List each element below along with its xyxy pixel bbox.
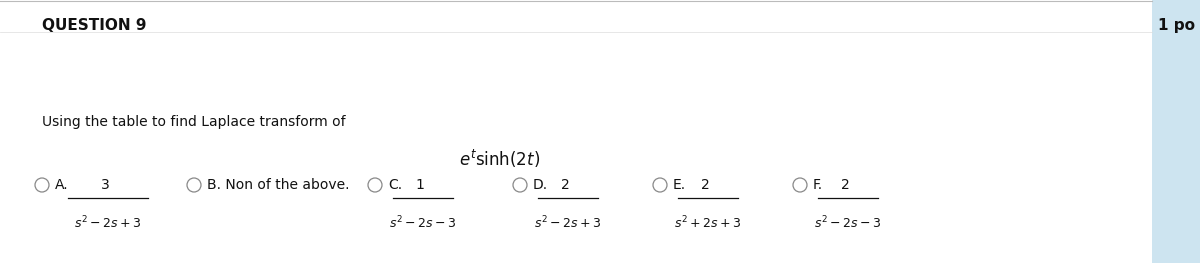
Text: 1: 1 bbox=[415, 178, 425, 192]
Text: 2: 2 bbox=[560, 178, 569, 192]
Text: $s^2-2s+3$: $s^2-2s+3$ bbox=[74, 215, 142, 232]
Bar bbox=[1152, 0, 1200, 263]
Text: 2: 2 bbox=[701, 178, 709, 192]
Text: C.: C. bbox=[388, 178, 402, 192]
Text: $s^2-2s-3$: $s^2-2s-3$ bbox=[815, 215, 882, 232]
Text: $s^2-2s-3$: $s^2-2s-3$ bbox=[390, 215, 456, 232]
Text: Using the table to find Laplace transform of: Using the table to find Laplace transfor… bbox=[42, 115, 346, 129]
Text: 2: 2 bbox=[841, 178, 850, 192]
Text: QUESTION 9: QUESTION 9 bbox=[42, 18, 146, 33]
Text: 3: 3 bbox=[101, 178, 109, 192]
Text: D.: D. bbox=[533, 178, 548, 192]
Text: 1 po: 1 po bbox=[1158, 18, 1194, 33]
Text: A.: A. bbox=[55, 178, 68, 192]
Text: F.: F. bbox=[814, 178, 823, 192]
Text: $s^2-2s+3$: $s^2-2s+3$ bbox=[534, 215, 601, 232]
Text: E.: E. bbox=[673, 178, 686, 192]
Text: B. Non of the above.: B. Non of the above. bbox=[208, 178, 349, 192]
Text: $s^2+2s+3$: $s^2+2s+3$ bbox=[674, 215, 742, 232]
Text: $e^t\mathrm{sinh}(2t)$: $e^t\mathrm{sinh}(2t)$ bbox=[460, 148, 540, 170]
